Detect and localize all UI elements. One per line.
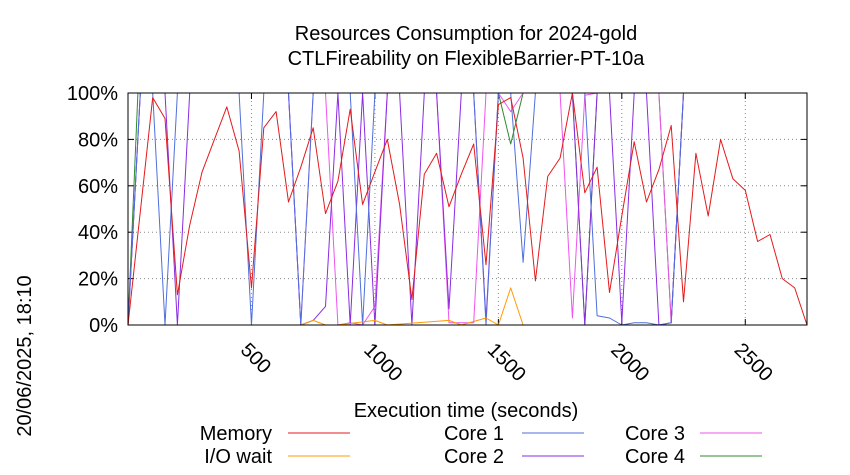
series-line-memory xyxy=(127,92,808,326)
series-line-core-1 xyxy=(127,92,807,326)
plot-frame xyxy=(127,92,808,326)
chart-title-line-2: CTLFireability on FlexibleBarrier-PT-10a xyxy=(288,48,646,70)
legend-label-core-3: Core 3 xyxy=(625,423,685,445)
y-tick-label: 20% xyxy=(78,269,118,291)
plot-series xyxy=(127,92,808,326)
y-tick-label: 80% xyxy=(78,129,118,151)
legend-label-core-2: Core 2 xyxy=(444,446,504,468)
x-tick-label: 1000 xyxy=(359,339,406,386)
y-tick-label: 0% xyxy=(89,315,118,337)
x-axis-label: Execution time (seconds) xyxy=(354,400,579,422)
x-tick-label: 2000 xyxy=(606,339,653,386)
y-tick-label: 40% xyxy=(78,222,118,244)
x-tick-label: 2500 xyxy=(730,339,777,386)
legend-label-core-4: Core 4 xyxy=(625,446,685,468)
legend-label-i-o-wait: I/O wait xyxy=(204,446,272,468)
legend-label-memory: Memory xyxy=(200,423,272,445)
series-line-core-3 xyxy=(127,92,807,326)
timestamp-label: 20/06/2025, 18:10 xyxy=(14,275,36,436)
chart-title-line-1: Resources Consumption for 2024-gold xyxy=(295,23,637,45)
series-line-core-4 xyxy=(127,92,807,326)
y-tick-label: 60% xyxy=(78,176,118,198)
series-line-core-2 xyxy=(127,92,807,326)
x-tick-label: 1500 xyxy=(483,339,530,386)
y-tick-label: 100% xyxy=(67,83,118,105)
grid-lines xyxy=(128,93,807,325)
legend-label-core-1: Core 1 xyxy=(444,423,504,445)
axis-ticks: 0% 20% 40% 60% 80% 100% 500 1000 1500 2000 2500 xyxy=(67,83,807,386)
series-line-i-o-wait xyxy=(128,287,807,326)
x-tick-label: 500 xyxy=(236,339,275,378)
